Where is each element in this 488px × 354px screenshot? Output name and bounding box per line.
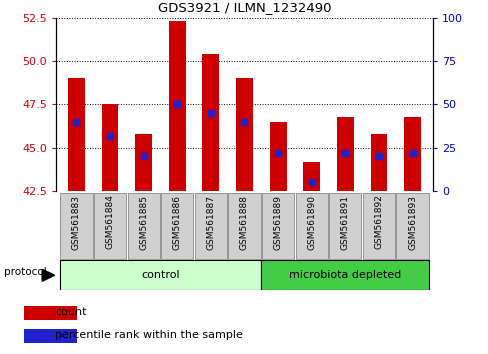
Point [140,154,147,159]
Point [206,110,214,116]
Text: percentile rank within the sample: percentile rank within the sample [55,330,243,340]
Bar [336,116,353,191]
FancyBboxPatch shape [94,193,126,259]
Bar [370,134,386,191]
Text: GSM561892: GSM561892 [374,195,383,250]
FancyBboxPatch shape [127,193,160,259]
Polygon shape [42,269,55,281]
Point [240,119,248,125]
Bar [404,116,420,191]
Bar [303,162,320,191]
Text: protocol: protocol [4,267,47,277]
Bar [135,134,152,191]
Text: GSM561885: GSM561885 [139,195,148,250]
FancyBboxPatch shape [228,193,260,259]
FancyBboxPatch shape [262,193,294,259]
FancyBboxPatch shape [60,193,92,259]
FancyBboxPatch shape [295,193,327,259]
Bar [24,329,77,343]
Bar [236,78,252,191]
Bar [68,78,84,191]
Text: control: control [141,270,180,280]
Bar [24,306,77,320]
Point [341,150,348,156]
Point [307,179,315,185]
Text: GSM561887: GSM561887 [206,195,215,250]
FancyBboxPatch shape [194,193,226,259]
Title: GDS3921 / ILMN_1232490: GDS3921 / ILMN_1232490 [158,1,330,14]
Text: GSM561893: GSM561893 [407,195,416,250]
Point [408,150,416,156]
Text: count: count [55,307,86,317]
Bar [269,122,286,191]
Text: GSM561888: GSM561888 [240,195,248,250]
FancyBboxPatch shape [396,193,428,259]
Point [274,150,282,156]
FancyBboxPatch shape [261,260,428,290]
FancyBboxPatch shape [328,193,361,259]
FancyBboxPatch shape [60,260,261,290]
Text: GSM561891: GSM561891 [340,195,349,250]
Text: GSM561889: GSM561889 [273,195,282,250]
Text: GSM561884: GSM561884 [105,195,114,250]
Point [173,102,181,107]
Text: GSM561890: GSM561890 [306,195,316,250]
Text: GSM561886: GSM561886 [172,195,182,250]
FancyBboxPatch shape [362,193,394,259]
FancyBboxPatch shape [161,193,193,259]
Text: microbiota depleted: microbiota depleted [288,270,401,280]
Point [72,119,80,125]
Text: GSM561883: GSM561883 [72,195,81,250]
Point [374,154,382,159]
Bar [168,21,185,191]
Bar [202,54,219,191]
Point [106,133,114,138]
Bar [102,104,118,191]
